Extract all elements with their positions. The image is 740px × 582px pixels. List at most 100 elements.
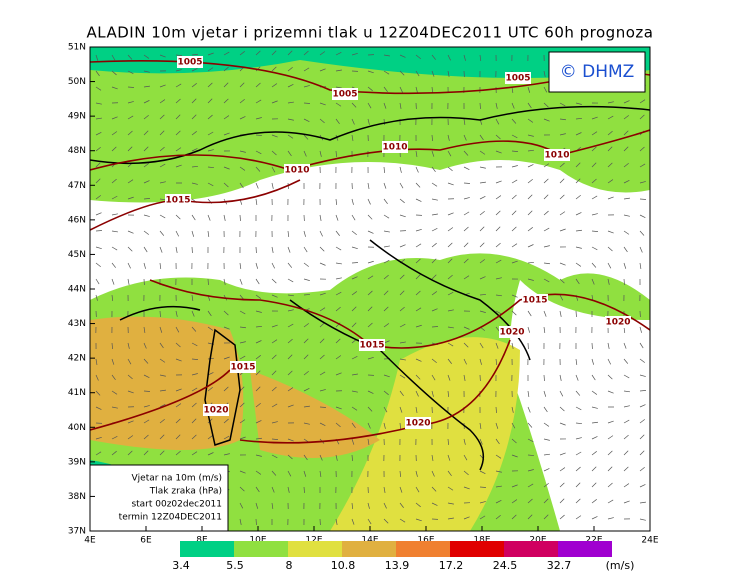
wind-arrow <box>447 182 454 186</box>
wind-arrow <box>511 406 514 413</box>
wind-arrow <box>111 116 118 120</box>
wind-arrow <box>255 454 262 457</box>
wind-arrow <box>111 195 118 200</box>
wind-arrow <box>319 422 326 426</box>
wind-arrow <box>399 182 404 189</box>
wind-arrow <box>447 486 454 491</box>
wind-arrow <box>191 326 197 332</box>
wind-arrow <box>303 454 308 461</box>
isobar-label-bg <box>284 164 310 176</box>
wind-arrow <box>159 374 166 377</box>
wind-arrow <box>591 482 597 488</box>
wind-arrow <box>415 258 421 264</box>
wind-arrow <box>207 114 213 120</box>
wind-arrow <box>271 262 276 269</box>
wind-arrow <box>399 274 405 280</box>
legend-text: termin 12Z04DEC2011 <box>119 513 222 523</box>
wind-arrow <box>159 84 166 88</box>
wind-arrow <box>287 470 292 477</box>
wind-arrow <box>319 150 322 157</box>
wind-arrow <box>399 390 404 397</box>
wind-arrow <box>95 230 103 232</box>
wind-arrow <box>431 227 438 232</box>
wind-arrow <box>607 130 613 136</box>
wind-arrow <box>223 51 230 56</box>
wind-arrow <box>319 262 326 266</box>
wind-arrow <box>255 386 261 392</box>
wind-arrow <box>191 148 198 152</box>
wind-arrow <box>271 454 278 459</box>
wind-arrow <box>335 422 341 428</box>
wind-arrow <box>367 182 370 189</box>
wind-arrow <box>463 470 469 476</box>
wind-arrow <box>399 70 405 76</box>
wind-arrow <box>543 514 549 520</box>
wind-arrow <box>335 246 342 251</box>
wind-arrow <box>447 454 451 461</box>
wind-arrow <box>319 118 325 124</box>
wind-arrow <box>143 342 147 349</box>
wind-arrow <box>527 164 534 168</box>
wind-arrow <box>351 518 355 525</box>
wind-arrow <box>127 146 133 152</box>
wind-arrow <box>175 69 182 72</box>
wind-arrow <box>591 162 597 168</box>
wind-arrow <box>351 502 354 509</box>
wind-arrow <box>639 434 645 440</box>
wind-arrow <box>111 294 114 301</box>
wind-arrow <box>559 294 564 301</box>
wind-arrow <box>479 501 486 504</box>
wind-arrow <box>607 466 613 472</box>
wind-arrow <box>319 338 325 344</box>
wind-arrow <box>335 51 342 56</box>
wind-arrow <box>623 197 630 200</box>
wind-arrow <box>239 436 246 440</box>
wind-arrow <box>335 230 340 236</box>
wind-arrow <box>463 166 470 170</box>
wind-arrow <box>319 371 326 376</box>
wind-arrow <box>319 230 323 237</box>
wind-arrow <box>239 518 242 525</box>
wind-arrow <box>239 486 245 492</box>
lon-label: 4E <box>84 536 96 546</box>
wind-arrow <box>159 434 165 440</box>
isobar-label: 1020 <box>605 318 630 328</box>
wind-arrow <box>623 214 630 217</box>
wind-arrow <box>255 403 261 408</box>
wind-arrow <box>367 406 373 412</box>
wind-arrow <box>639 501 646 504</box>
wind-arrow <box>351 246 358 250</box>
wind-arrow <box>111 374 116 381</box>
wind-arrow <box>623 419 630 424</box>
wind-arrow <box>607 101 614 104</box>
wind-arrow <box>399 198 405 204</box>
wind-arrow <box>511 210 517 216</box>
lon-label: 18E <box>473 536 490 546</box>
wind-arrow <box>95 390 101 396</box>
wind-arrow <box>399 470 401 478</box>
wind-arrow <box>335 102 342 107</box>
isobar-label: 1005 <box>332 90 357 100</box>
wind-arrow <box>623 500 630 504</box>
wind-arrow <box>623 342 627 349</box>
wind-arrow <box>559 194 565 200</box>
wind-arrow <box>335 198 338 206</box>
isobar-label-bg <box>505 72 531 84</box>
wind-arrow <box>415 518 422 522</box>
wind-arrow <box>223 115 230 120</box>
wind-arrow <box>255 370 261 376</box>
wind-arrow <box>511 134 518 139</box>
wind-arrow <box>527 310 532 317</box>
wind-arrow <box>559 133 566 136</box>
wind-arrow <box>143 214 150 217</box>
wind-arrow <box>223 418 229 424</box>
wind-arrow <box>383 54 390 57</box>
wind-arrow <box>159 54 166 58</box>
wind-arrow <box>527 438 534 443</box>
wind-arrow <box>415 198 422 202</box>
wind-arrow <box>319 102 326 106</box>
wind-arrow <box>351 306 357 312</box>
wind-arrow <box>495 195 502 200</box>
wind-arrow <box>431 374 436 381</box>
wind-arrow <box>271 354 277 360</box>
